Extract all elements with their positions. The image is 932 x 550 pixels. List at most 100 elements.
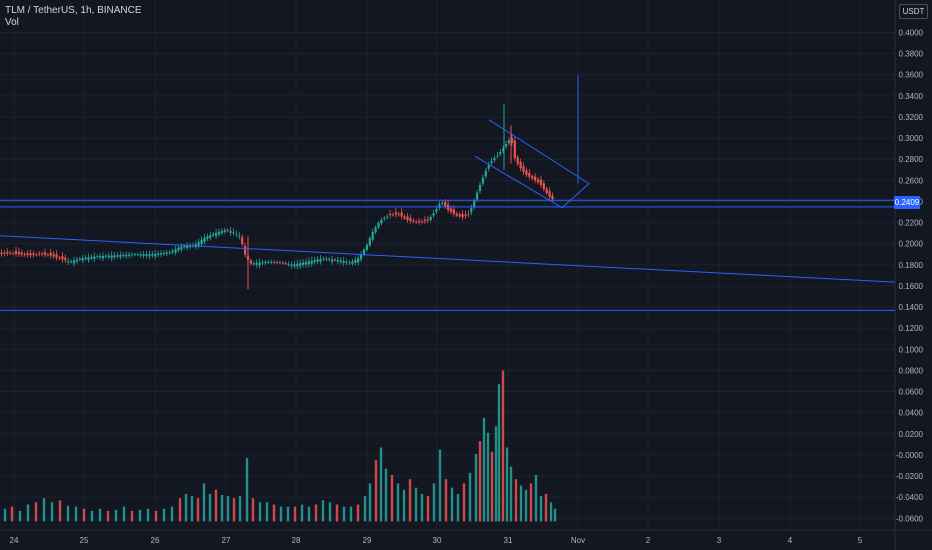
- candle-body: [403, 216, 406, 219]
- volume-bar: [519, 485, 523, 522]
- volume-bar: [396, 483, 400, 522]
- volume-bar: [529, 483, 533, 522]
- candle-body: [467, 213, 470, 215]
- volume-bar: [42, 498, 46, 522]
- y-tick-label: 0.0800: [899, 366, 924, 375]
- candle-body: [270, 261, 273, 263]
- volume-bar: [265, 502, 269, 522]
- y-tick-label: -0.0000: [896, 451, 924, 460]
- volume-bar: [208, 493, 212, 522]
- candle-body: [229, 230, 232, 233]
- candle-body: [41, 253, 44, 255]
- currency-selector[interactable]: USDT: [899, 4, 928, 19]
- candle-body: [391, 214, 395, 216]
- candle-body: [119, 255, 122, 257]
- candle-body: [64, 257, 67, 261]
- volume-bar: [82, 508, 86, 522]
- candle-body: [26, 253, 29, 256]
- candle-body: [380, 219, 383, 224]
- volume-indicator-label[interactable]: Vol: [5, 17, 19, 28]
- candle-body: [186, 245, 189, 248]
- volume-bar: [456, 493, 460, 522]
- volume-bar: [356, 504, 360, 522]
- candle-body: [241, 237, 244, 245]
- candle-body: [365, 244, 368, 251]
- candle-body: [278, 262, 281, 264]
- candle-body: [99, 256, 102, 258]
- candle-body: [212, 233, 215, 236]
- x-tick-label: 25: [80, 536, 89, 545]
- candle-body: [107, 255, 110, 258]
- candle-body: [325, 258, 328, 260]
- y-tick-label: 0.1800: [899, 261, 924, 270]
- candle-body: [534, 176, 537, 181]
- volume-bar: [474, 453, 478, 522]
- candle-body: [299, 263, 302, 267]
- volume-bar: [98, 508, 102, 522]
- volume-bar: [178, 498, 182, 522]
- volume-bar: [307, 506, 311, 522]
- candle-body: [0, 252, 3, 255]
- candle-body: [545, 188, 548, 194]
- volume-bar: [524, 489, 528, 522]
- candle-body: [368, 238, 371, 246]
- candle-body: [177, 247, 180, 251]
- y-tick-label: 0.1000: [899, 345, 924, 354]
- volume-bar: [162, 508, 166, 522]
- candle-body: [296, 263, 299, 267]
- candle-body: [420, 221, 424, 223]
- volume-bar: [146, 508, 150, 522]
- candle-body: [458, 214, 461, 217]
- volume-bar: [251, 498, 255, 522]
- x-tick-label: 5: [858, 536, 863, 545]
- candle-body: [20, 252, 23, 255]
- candle-body: [261, 262, 264, 264]
- candle-body: [481, 177, 484, 184]
- volume-bar: [122, 506, 126, 522]
- y-tick-label: 0.4000: [899, 29, 924, 38]
- volume-bar: [293, 506, 297, 522]
- x-tick-label: 2: [646, 536, 651, 545]
- volume-bar: [3, 508, 7, 522]
- volume-bar: [335, 504, 339, 522]
- symbol-title[interactable]: TLM / TetherUS, 1h, BINANCE: [5, 5, 142, 16]
- candle-body: [197, 242, 200, 247]
- volume-bar: [26, 504, 30, 522]
- candle-body: [6, 251, 9, 254]
- candle-body: [423, 219, 426, 222]
- volume-bar: [196, 498, 200, 522]
- candle-body: [406, 216, 409, 221]
- y-tick-label: 0.2200: [899, 219, 924, 228]
- volume-bar: [10, 506, 14, 522]
- candle-body: [188, 245, 192, 247]
- volume-bar: [232, 498, 236, 522]
- x-tick-label: 26: [151, 536, 160, 545]
- candle-body: [255, 262, 258, 266]
- candle-body: [75, 259, 78, 262]
- volume-bar: [482, 417, 486, 522]
- candle-body: [513, 140, 516, 159]
- volume-bar: [138, 509, 142, 522]
- y-tick-label: 0.1600: [899, 282, 924, 291]
- candle-body: [542, 183, 545, 190]
- candle-body: [249, 260, 252, 264]
- volume-bar: [462, 483, 466, 522]
- candle-body: [203, 237, 206, 242]
- volume-bar: [444, 479, 448, 522]
- volume-bar: [202, 483, 206, 522]
- volume-bar: [238, 496, 242, 522]
- candle-body: [516, 157, 519, 164]
- volume-bar: [90, 510, 94, 522]
- candle-body: [168, 252, 171, 254]
- candle-body: [438, 204, 441, 208]
- candle-body: [484, 170, 487, 177]
- candle-body: [354, 259, 357, 263]
- volume-bar: [505, 447, 509, 522]
- candle-body: [418, 220, 421, 223]
- candle-body: [331, 259, 334, 262]
- candle-body: [496, 155, 499, 157]
- volume-bar: [184, 493, 188, 522]
- volume-bar: [438, 449, 442, 522]
- candle-body: [244, 245, 247, 255]
